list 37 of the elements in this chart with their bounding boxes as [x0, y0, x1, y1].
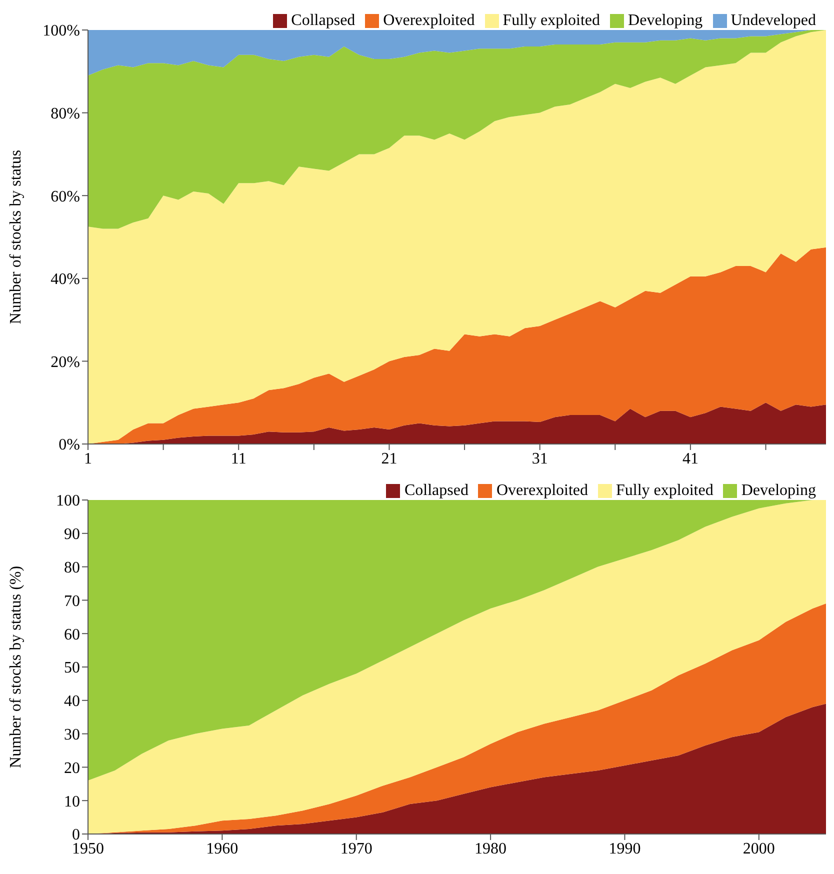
y-tick-label: 70: [64, 592, 80, 610]
y-axis-title: Number of stocks by status (%): [8, 566, 25, 768]
legend-label: Fully exploited: [502, 12, 600, 29]
legend-label: Developing: [628, 12, 703, 29]
x-tick-label: 31: [532, 450, 548, 468]
y-tick-label: 60: [64, 626, 80, 644]
y-tick-label: 100: [56, 492, 80, 510]
y-tick-label: 10: [64, 793, 80, 810]
y-tick-label: 30: [64, 726, 80, 744]
series-label: Developing: [741, 482, 816, 499]
y-tick-label: 40%: [50, 271, 80, 288]
x-tick-label: 1980: [474, 840, 507, 858]
legend-label: Fully exploited: [616, 482, 714, 499]
y-tick-label: 20: [64, 760, 80, 777]
x-tick-label: 21: [381, 450, 398, 468]
y-tick-label: 100%: [42, 22, 80, 40]
x-tick-label: 1970: [340, 840, 372, 858]
y-tick-label: 60%: [50, 188, 80, 206]
y-axis-title: Number of stocks by status: [8, 150, 25, 324]
y-tick-label: 90: [64, 526, 80, 544]
legend-label: Overexploited: [383, 12, 475, 29]
y-tick-label: 80%: [50, 105, 80, 122]
y-tick-label: 50: [64, 660, 80, 677]
x-tick-label: 1990: [608, 840, 641, 858]
legend-label: Collapsed: [404, 482, 468, 499]
series-label: Undeveloped: [730, 12, 816, 29]
y-tick-label: 20%: [50, 354, 80, 371]
x-tick-label: 41: [682, 450, 698, 468]
y-tick-label: 0%: [58, 436, 80, 454]
legend-label: Overexploited: [496, 482, 588, 499]
legend-label: Collapsed: [291, 12, 356, 29]
x-tick-label: 1: [84, 450, 92, 468]
x-tick-label: 1960: [206, 840, 238, 858]
x-tick-label: 2000: [742, 840, 775, 858]
y-tick-label: 80: [64, 559, 80, 576]
y-tick-label: 40: [64, 693, 80, 710]
x-tick-label: 11: [230, 450, 246, 468]
